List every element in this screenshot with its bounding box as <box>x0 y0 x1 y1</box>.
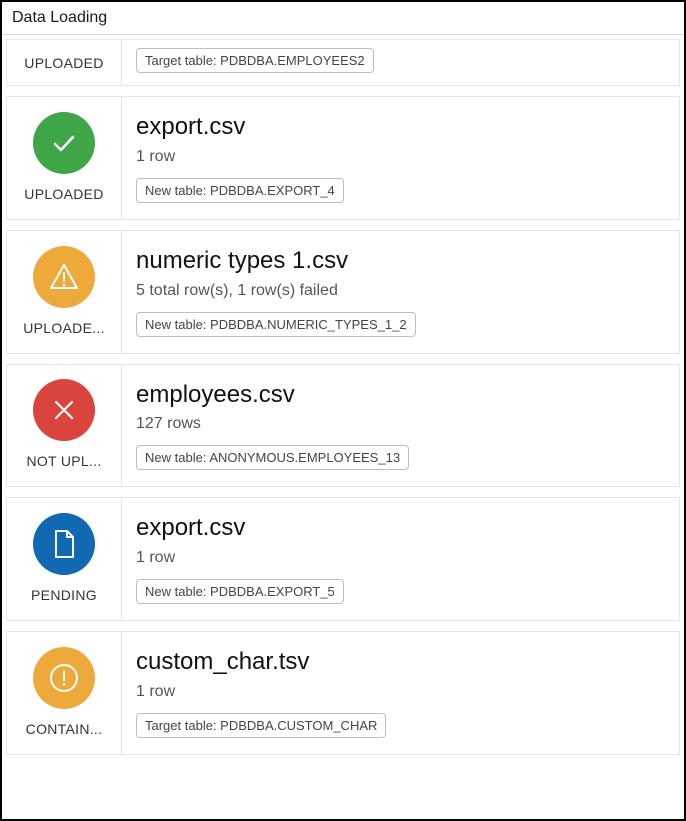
status-column: CONTAIN... <box>7 632 122 754</box>
info-column: export.csv 1 row New table: PDBDBA.EXPOR… <box>122 97 679 219</box>
info-column: numeric types 1.csv 5 total row(s), 1 ro… <box>122 231 679 353</box>
status-column: NOT UPL... <box>7 365 122 487</box>
filename: export.csv <box>136 113 665 142</box>
upload-item[interactable]: NOT UPL... employees.csv 127 rows New ta… <box>6 364 680 488</box>
target-table-tag: New table: PDBDBA.NUMERIC_TYPES_1_2 <box>136 312 416 337</box>
info-column: custom_char.tsv 1 row Target table: PDBD… <box>122 632 679 754</box>
target-table-tag: New table: ANONYMOUS.EMPLOYEES_13 <box>136 445 409 470</box>
status-label: NOT UPL... <box>26 453 101 469</box>
target-table-tag: Target table: PDBDBA.CUSTOM_CHAR <box>136 713 386 738</box>
status-label: UPLOADED <box>24 186 103 202</box>
page-title: Data Loading <box>2 2 684 35</box>
row-info: 1 row <box>136 549 665 567</box>
target-table-tag: New table: PDBDBA.EXPORT_4 <box>136 178 344 203</box>
upload-item[interactable]: UPLOADED Target table: PDBDBA.EMPLOYEES2 <box>6 39 680 86</box>
status-column: PENDING <box>7 498 122 620</box>
filename: numeric types 1.csv <box>136 247 665 276</box>
pending-icon <box>33 513 95 575</box>
row-info: 127 rows <box>136 415 665 433</box>
upload-item[interactable]: PENDING export.csv 1 row New table: PDBD… <box>6 497 680 621</box>
target-table-tag: New table: PDBDBA.EXPORT_5 <box>136 579 344 604</box>
status-label: UPLOADED <box>24 55 103 71</box>
status-column: UPLOADE... <box>7 231 122 353</box>
row-info: 1 row <box>136 148 665 166</box>
warning-icon <box>33 246 95 308</box>
items-list: UPLOADED Target table: PDBDBA.EMPLOYEES2… <box>2 35 684 816</box>
warning-icon <box>33 647 95 709</box>
row-info: 1 row <box>136 683 665 701</box>
status-label: CONTAIN... <box>26 721 103 737</box>
success-icon <box>33 112 95 174</box>
filename: custom_char.tsv <box>136 648 665 677</box>
info-column: employees.csv 127 rows New table: ANONYM… <box>122 365 679 487</box>
status-column: UPLOADED <box>7 97 122 219</box>
filename: export.csv <box>136 514 665 543</box>
upload-item[interactable]: CONTAIN... custom_char.tsv 1 row Target … <box>6 631 680 755</box>
error-icon <box>33 379 95 441</box>
row-info: 5 total row(s), 1 row(s) failed <box>136 282 665 300</box>
info-column: export.csv 1 row New table: PDBDBA.EXPOR… <box>122 498 679 620</box>
target-table-tag: Target table: PDBDBA.EMPLOYEES2 <box>136 48 374 73</box>
status-label: UPLOADE... <box>23 320 105 336</box>
status-label: PENDING <box>31 587 97 603</box>
filename: employees.csv <box>136 381 665 410</box>
upload-item[interactable]: UPLOADED export.csv 1 row New table: PDB… <box>6 96 680 220</box>
status-column: UPLOADED <box>7 40 122 85</box>
info-column: Target table: PDBDBA.EMPLOYEES2 <box>122 40 679 85</box>
upload-item[interactable]: UPLOADE... numeric types 1.csv 5 total r… <box>6 230 680 354</box>
